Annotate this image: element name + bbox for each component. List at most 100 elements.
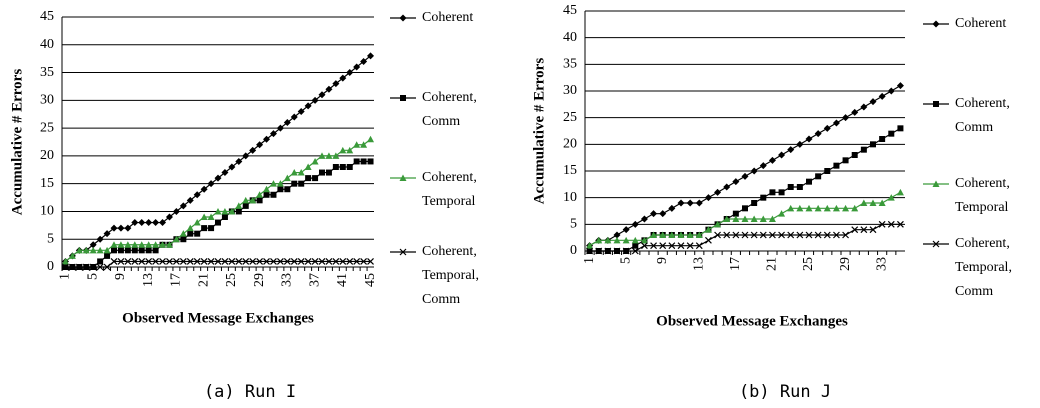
point — [138, 258, 146, 265]
legend-marker — [400, 95, 406, 101]
point — [117, 241, 125, 248]
point — [869, 199, 877, 206]
point — [346, 146, 354, 154]
point — [325, 152, 333, 159]
point — [778, 231, 785, 239]
point — [96, 246, 104, 254]
point — [631, 236, 639, 244]
point — [193, 191, 201, 199]
point — [686, 231, 694, 238]
point — [704, 226, 712, 233]
point — [256, 191, 264, 198]
point — [249, 146, 257, 154]
point — [110, 258, 118, 265]
point — [659, 242, 667, 250]
y-tick-label: 15 — [40, 176, 54, 191]
point — [723, 183, 731, 191]
point — [68, 263, 76, 271]
x-tick-label: 13 — [141, 273, 156, 287]
legend-label: Coherent, Temporal — [955, 176, 1010, 215]
point — [283, 174, 291, 182]
point — [631, 247, 639, 255]
point — [110, 241, 118, 248]
point — [787, 204, 795, 212]
point — [714, 188, 722, 196]
point — [878, 220, 886, 228]
point — [759, 231, 767, 239]
point — [186, 196, 194, 204]
point — [796, 231, 804, 239]
point — [769, 189, 776, 196]
x-tick-label: 17 — [728, 257, 743, 271]
point — [640, 236, 648, 244]
point — [305, 175, 312, 182]
point — [353, 63, 361, 71]
point — [263, 185, 271, 193]
point — [221, 258, 229, 265]
point — [89, 263, 97, 271]
point — [96, 235, 104, 243]
point — [256, 258, 264, 265]
point — [97, 258, 104, 265]
series — [586, 188, 904, 249]
point — [824, 168, 831, 174]
point — [159, 241, 167, 248]
point — [595, 247, 603, 255]
point — [276, 180, 284, 187]
point — [750, 215, 758, 222]
point — [256, 197, 263, 204]
point — [111, 247, 117, 254]
point — [815, 173, 822, 180]
point — [659, 210, 667, 218]
point — [235, 258, 243, 265]
point — [668, 242, 676, 250]
y-tick-label: 30 — [563, 83, 577, 98]
point — [622, 236, 630, 244]
point — [124, 247, 131, 254]
point — [187, 230, 194, 237]
point — [207, 258, 215, 265]
point — [887, 194, 895, 201]
point — [179, 230, 187, 237]
point — [887, 87, 895, 95]
y-tick-label: 10 — [563, 190, 577, 205]
y-tick-label: 35 — [40, 65, 54, 80]
point — [165, 241, 173, 248]
point — [145, 258, 153, 265]
point — [193, 258, 201, 265]
point — [897, 125, 904, 132]
point — [842, 114, 850, 122]
point — [152, 219, 160, 227]
x-tick-label: 29 — [252, 273, 267, 287]
point — [897, 220, 904, 228]
legend-label: Coherent — [955, 16, 1006, 31]
point — [75, 246, 83, 254]
point — [778, 151, 786, 159]
point — [186, 258, 194, 265]
point — [228, 207, 236, 215]
series — [61, 135, 375, 265]
point — [131, 241, 139, 248]
point — [832, 119, 840, 127]
point — [759, 215, 767, 222]
point — [860, 199, 868, 206]
point — [179, 202, 187, 210]
x-tick-label: 33 — [874, 257, 889, 271]
point — [68, 252, 76, 259]
point — [214, 258, 222, 265]
point — [117, 247, 124, 254]
point — [631, 220, 639, 228]
point — [650, 242, 657, 250]
point — [353, 258, 361, 265]
point — [172, 235, 180, 243]
point — [179, 258, 187, 265]
point — [805, 231, 813, 239]
point — [319, 169, 325, 176]
point — [214, 174, 222, 182]
y-tick-label: 35 — [563, 57, 577, 72]
x-tick-label: 33 — [280, 273, 295, 287]
point — [152, 247, 159, 254]
point — [632, 242, 639, 249]
point — [263, 258, 270, 265]
legend-label: Coherent, Comm — [422, 90, 477, 129]
